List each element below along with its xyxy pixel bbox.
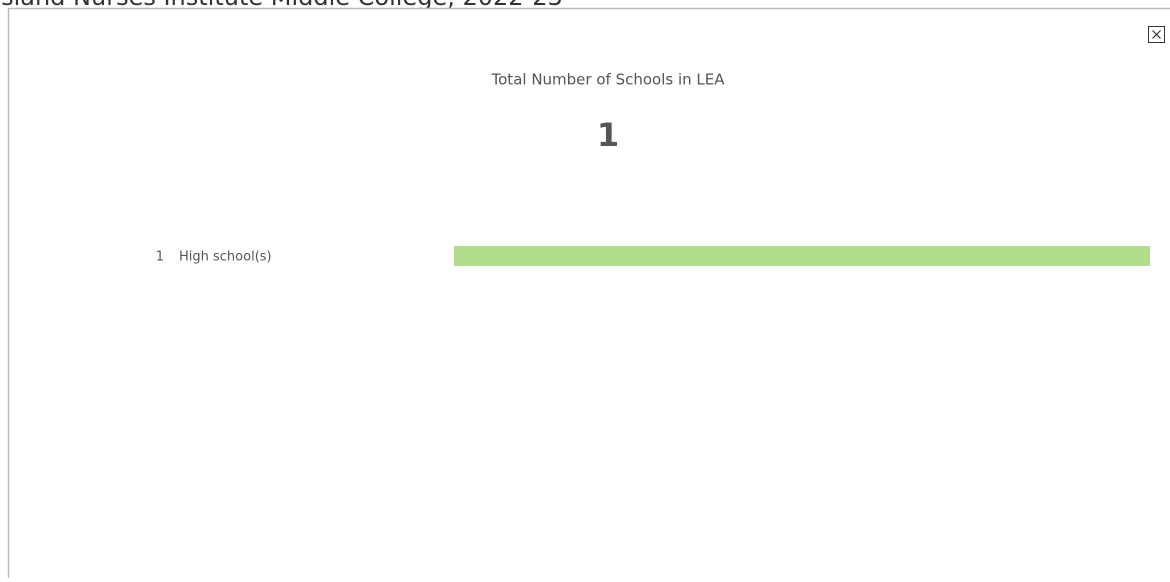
- category-label: High school(s): [179, 250, 272, 265]
- value-label: 1: [156, 250, 164, 265]
- total-value: 1: [597, 116, 619, 154]
- panel: [9, 9, 1170, 579]
- bar: [454, 246, 1150, 266]
- chart-title: Total Number of Schools in LEA: [491, 71, 726, 89]
- close-button[interactable]: [1149, 27, 1165, 43]
